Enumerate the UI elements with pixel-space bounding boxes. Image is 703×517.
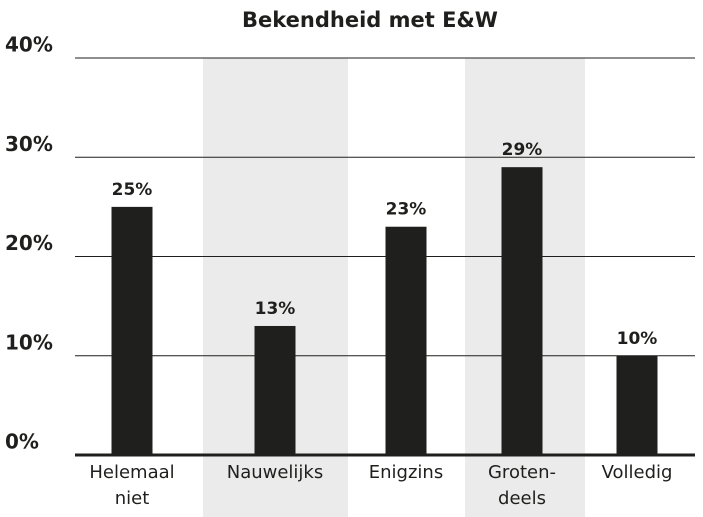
value-label: 25% bbox=[112, 180, 153, 200]
x-tick-label: Enigzins bbox=[369, 462, 443, 483]
bar bbox=[385, 226, 427, 455]
value-label: 13% bbox=[255, 299, 296, 319]
y-tick-label: 10% bbox=[5, 330, 53, 354]
x-tick-label: Volledig bbox=[602, 462, 673, 483]
x-tick-label: niet bbox=[115, 488, 150, 509]
bar bbox=[616, 355, 658, 455]
bar bbox=[254, 325, 296, 455]
value-label: 23% bbox=[386, 200, 427, 220]
y-tick-label: 30% bbox=[5, 132, 53, 156]
x-tick-label: Nauwelijks bbox=[227, 462, 324, 483]
y-tick-label: 20% bbox=[5, 231, 53, 255]
x-tick-label: Helemaal bbox=[89, 462, 174, 483]
y-tick-label: 0% bbox=[5, 430, 39, 454]
bar bbox=[501, 167, 543, 456]
bar bbox=[111, 206, 153, 455]
x-tick-label: deels bbox=[498, 488, 546, 509]
value-label: 10% bbox=[617, 329, 658, 349]
chart-title: Bekendheid met E&W bbox=[242, 8, 498, 32]
x-tick-label: Groten- bbox=[488, 462, 556, 483]
y-tick-label: 40% bbox=[5, 33, 53, 57]
value-label: 29% bbox=[502, 140, 543, 160]
